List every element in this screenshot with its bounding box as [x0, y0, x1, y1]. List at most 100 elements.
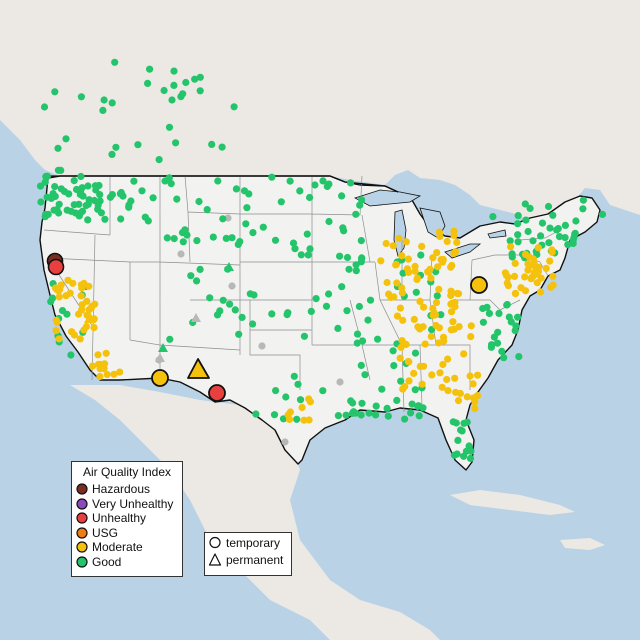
good-monitor — [37, 198, 45, 206]
good-monitor — [193, 277, 201, 285]
moderate-monitor — [443, 375, 451, 384]
moderate-monitor — [416, 297, 424, 305]
moderate-monitor — [447, 291, 455, 300]
good-monitor — [77, 172, 85, 181]
inactive-monitor — [281, 438, 289, 446]
moderate-monitor — [436, 369, 444, 377]
good-monitor — [342, 411, 350, 419]
moderate-monitor — [439, 255, 447, 264]
good-monitor — [43, 172, 51, 180]
moderate-monitor — [438, 383, 446, 391]
moderate-monitor — [397, 343, 405, 351]
good-monitor — [240, 187, 249, 195]
good-monitor — [561, 221, 570, 229]
good-monitor — [397, 377, 405, 385]
moderate-monitor — [436, 232, 444, 240]
good-monitor — [579, 196, 588, 204]
moderate-monitor — [76, 335, 84, 343]
moderate-monitor — [393, 279, 401, 287]
triangle-icon — [208, 553, 222, 566]
moderate-monitor — [450, 231, 458, 240]
moderate-monitor — [501, 269, 509, 277]
lake-ontario — [487, 229, 507, 239]
good-monitor — [549, 211, 557, 219]
good-monitor — [511, 327, 519, 335]
good-monitor — [570, 233, 578, 242]
permanent-monitor-inactive — [191, 313, 201, 322]
good-monitor — [343, 307, 351, 315]
moderate-monitor — [410, 315, 418, 323]
moderate-monitor — [78, 301, 86, 309]
moderate-monitor — [451, 374, 459, 382]
legend-item-hazardous: Hazardous — [72, 482, 182, 497]
good-monitor — [462, 447, 470, 455]
moderate-monitor — [75, 310, 83, 318]
good-monitor — [134, 141, 142, 149]
permanent-monitor-good — [224, 262, 234, 271]
moderate-monitor — [466, 372, 474, 380]
moderate-monitor — [447, 300, 455, 308]
good-monitor — [352, 210, 360, 218]
good-monitor — [352, 409, 360, 417]
moderate-monitor — [405, 377, 413, 385]
moderate-monitor — [77, 292, 85, 300]
good-monitor — [365, 409, 373, 417]
good-monitor — [569, 239, 577, 248]
good-monitor — [498, 347, 506, 355]
moderate-monitor — [511, 290, 520, 298]
good-monitor — [336, 252, 344, 260]
monitor-moderate-permanent — [187, 358, 210, 379]
good-monitor — [183, 231, 191, 239]
good-monitor — [271, 236, 280, 244]
moderate-monitor — [284, 411, 292, 419]
good-monitor — [555, 233, 564, 241]
good-monitor — [319, 387, 327, 395]
good-monitor — [390, 362, 398, 370]
good-monitor — [166, 335, 174, 343]
good-monitor — [222, 234, 230, 242]
good-monitor — [96, 197, 104, 205]
moderate-monitor — [411, 262, 419, 270]
good-monitor — [268, 173, 276, 181]
good-monitor — [357, 237, 365, 245]
legend-item-moderate: Moderate — [72, 540, 182, 555]
good-monitor — [526, 204, 534, 212]
good-monitor — [168, 96, 176, 104]
moderate-monitor — [435, 285, 443, 293]
good-monitor — [304, 251, 312, 259]
good-monitor — [383, 404, 391, 412]
moderate-monitor — [392, 260, 400, 269]
good-monitor — [598, 210, 607, 218]
good-monitor — [219, 296, 227, 304]
good-monitor — [311, 181, 319, 189]
good-monitor — [54, 144, 62, 152]
moderate-monitor — [404, 357, 412, 366]
good-monitor — [119, 192, 127, 200]
canada-landmass — [0, 0, 640, 225]
good-monitor — [325, 217, 333, 226]
good-monitor — [238, 313, 246, 321]
good-monitor — [219, 215, 227, 223]
moderate-monitor — [55, 335, 63, 343]
good-monitor — [62, 135, 70, 143]
moderate-monitor — [389, 242, 397, 250]
good-monitor — [228, 234, 236, 242]
moderate-monitor — [95, 360, 103, 368]
good-monitor — [55, 200, 63, 208]
good-monitor — [347, 179, 355, 187]
good-monitor — [561, 234, 569, 242]
moderate-monitor — [393, 312, 402, 320]
good-monitor — [72, 185, 81, 194]
moderate-monitor — [534, 244, 542, 252]
good-swatch — [76, 556, 88, 568]
good-monitor — [306, 193, 314, 202]
good-monitor — [537, 232, 545, 240]
good-monitor — [108, 150, 116, 158]
good-monitor — [294, 380, 302, 388]
mexico-landmass — [70, 385, 440, 640]
good-monitor — [252, 410, 260, 418]
moderate-monitors — [51, 227, 557, 424]
good-monitor — [277, 198, 285, 206]
good-monitor — [384, 412, 392, 420]
good-monitor — [242, 220, 250, 228]
